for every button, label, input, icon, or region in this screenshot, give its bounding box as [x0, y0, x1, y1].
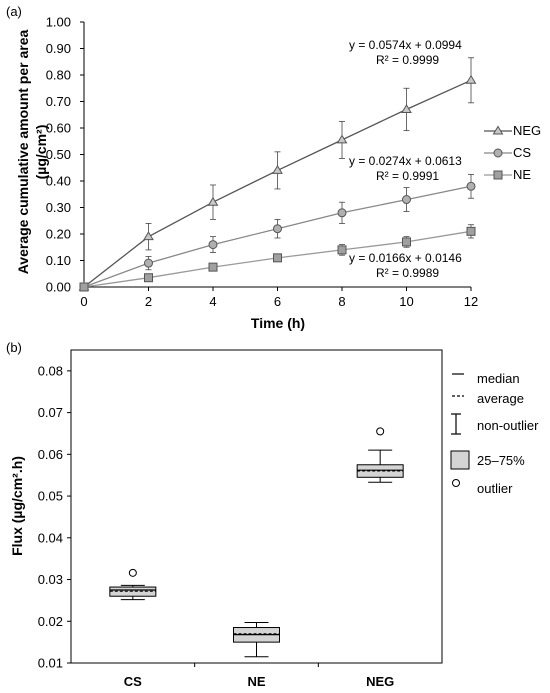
circle-marker-icon	[493, 148, 503, 158]
panel-a-label: (a)	[6, 4, 22, 19]
data-point-neg	[401, 103, 412, 113]
x-tick-label: 2	[145, 294, 152, 309]
data-point-cs	[466, 181, 476, 191]
data-point-ne	[337, 245, 347, 255]
y-tick-label: 0.08	[38, 363, 63, 378]
data-point-ne	[402, 237, 411, 247]
y-tick-label: 1.00	[46, 15, 71, 30]
r2-cs: R² = 0.9991	[376, 169, 439, 183]
x-tick-label: 6	[274, 294, 281, 309]
r2-ne: R² = 0.9989	[376, 266, 439, 280]
data-point-neg	[272, 164, 283, 174]
legend-label-ne: NE	[513, 167, 531, 182]
series-ne	[79, 224, 476, 292]
data-point-cs	[337, 208, 347, 218]
square-marker-icon	[493, 170, 503, 180]
box-cs	[109, 568, 157, 601]
legend-median: median	[477, 371, 520, 386]
panel-a-series	[78, 57, 477, 292]
x-tick-label: 8	[338, 294, 345, 309]
panel-a-legend: NEG CS NE	[484, 123, 541, 182]
eq-cs: y = 0.0274x + 0.0613	[349, 154, 462, 168]
panel-b-categories: CS NE NEG	[124, 663, 394, 689]
box-neg	[356, 427, 404, 483]
category-label: NE	[247, 674, 265, 689]
panel-b-legend: median average non-outlier 25–75% outlie…	[450, 371, 539, 496]
data-point-neg	[207, 196, 219, 206]
data-point-neg	[143, 231, 154, 241]
y-tick-label: 0.10	[46, 253, 71, 268]
y-tick-label: 0.07	[38, 405, 63, 420]
triangle-marker-icon	[492, 125, 504, 135]
y-tick-label: 0.06	[38, 447, 63, 462]
panel-a-y-label-line2: (µg/cm²)	[33, 125, 49, 180]
data-point-neg	[336, 134, 348, 144]
outlier-point	[128, 568, 137, 577]
panel-b: (b) 0.01 0.02 0.03 0.04 0.05 0.06 0.07 0.08 CS N…	[6, 340, 539, 689]
y-tick-label: 0.03	[38, 572, 63, 587]
y-tick-label: 0.04	[38, 530, 63, 545]
panel-a-y-ticks: 0.00 0.10 0.20 0.30 0.40 0.50 0.60 0.70 0.80 0.90…	[46, 15, 84, 295]
panel-b-boxes	[109, 427, 404, 658]
data-point-cs	[144, 258, 153, 268]
panel-b-y-label: Flux (µg/cm².h)	[9, 456, 25, 556]
y-tick-label: 0.00	[46, 280, 71, 295]
legend-outlier: outlier	[477, 481, 513, 496]
panel-a-y-label-line1: Average cumulative amount per area	[15, 29, 31, 274]
data-point-ne	[79, 282, 89, 292]
outlier-circle-icon	[452, 479, 460, 487]
y-tick-label: 0.02	[38, 614, 63, 629]
y-tick-label: 0.30	[46, 200, 71, 215]
data-point-ne	[208, 262, 218, 272]
y-tick-label: 0.60	[46, 121, 71, 136]
panel-a-x-label: Time (h)	[251, 315, 305, 331]
outlier-point	[376, 427, 385, 436]
legend-average: average	[477, 391, 524, 406]
data-point-ne	[466, 226, 476, 236]
y-tick-label: 0.90	[46, 41, 71, 56]
x-tick-label: 10	[399, 294, 413, 309]
r2-neg: R² = 0.9999	[376, 53, 439, 67]
legend-non-outlier: non-outlier	[477, 418, 539, 433]
y-tick-label: 0.01	[38, 656, 63, 671]
whisker-icon	[451, 413, 461, 435]
x-tick-label: 12	[464, 294, 478, 309]
y-tick-label: 0.40	[46, 174, 71, 189]
data-point-neg	[465, 74, 477, 84]
legend-label-neg: NEG	[513, 123, 541, 138]
legend-iqr: 25–75%	[477, 453, 525, 468]
category-label: NEG	[366, 674, 394, 689]
legend-entry-neg: NEG	[484, 123, 541, 138]
y-tick-label: 0.20	[46, 227, 71, 242]
panel-b-frame	[70, 349, 443, 664]
legend-label-cs: CS	[513, 145, 531, 160]
y-tick-label: 0.70	[46, 94, 71, 109]
series-neg	[78, 57, 477, 291]
x-tick-label: 4	[209, 294, 216, 309]
y-tick-label: 0.80	[46, 68, 71, 83]
iqr-box-icon	[450, 450, 470, 470]
panel-b-y-ticks: 0.01 0.02 0.03 0.04 0.05 0.06 0.07 0.08	[38, 363, 71, 671]
data-point-ne	[144, 273, 153, 283]
x-tick-label: 0	[80, 294, 87, 309]
data-point-cs	[402, 195, 411, 205]
y-tick-label: 0.50	[46, 147, 71, 162]
box-ne	[233, 622, 280, 658]
data-point-ne	[273, 253, 282, 263]
panel-b-label: (b)	[6, 340, 22, 355]
y-tick-label: 0.05	[38, 489, 63, 504]
data-point-cs	[273, 224, 282, 234]
panel-a: (a) 0.00 0.10 0.20 0.30 0.40 0.50 0.60 0.70 0.80…	[6, 4, 541, 331]
category-label: CS	[124, 674, 142, 689]
eq-ne: y = 0.0166x + 0.0146	[349, 251, 462, 265]
legend-entry-ne: NE	[484, 167, 531, 182]
eq-neg: y = 0.0574x + 0.0994	[349, 38, 462, 52]
data-point-cs	[208, 240, 218, 250]
legend-entry-cs: CS	[484, 145, 531, 160]
panel-a-x-ticks: 0 2 4 6 8 10 12	[80, 287, 478, 309]
